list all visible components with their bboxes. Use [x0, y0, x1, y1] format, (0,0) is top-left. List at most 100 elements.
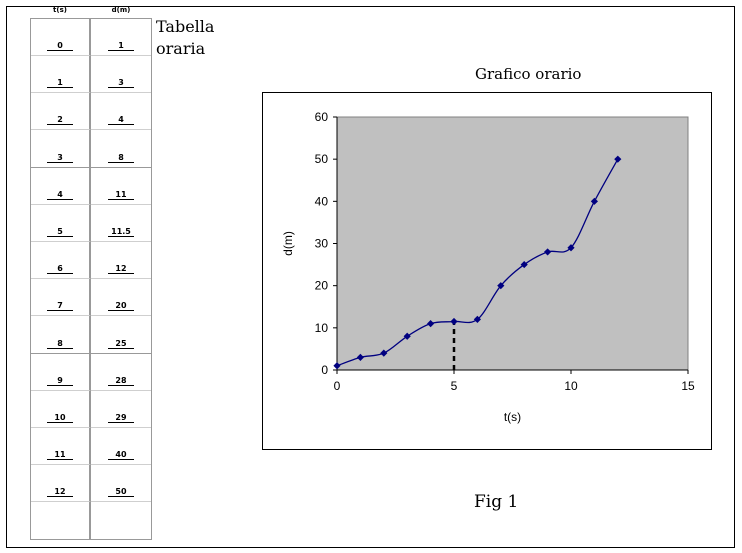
table-row: 8 25 — [31, 316, 151, 353]
y-tick-label: 50 — [315, 152, 329, 166]
data-point — [614, 155, 622, 163]
time-value: 4 — [31, 190, 89, 200]
time-value: 3 — [31, 153, 89, 163]
table-header-distance: d(m) — [111, 6, 131, 14]
table-row: 4 11 — [31, 168, 151, 205]
distance-value: 8 — [91, 153, 151, 163]
plot-area — [336, 116, 689, 371]
time-value: 10 — [31, 413, 89, 423]
y-tick-label: 40 — [315, 194, 329, 208]
distance-value: 29 — [91, 413, 151, 423]
distance-value: 1 — [91, 41, 151, 51]
table-row: 10 29 — [31, 391, 151, 428]
time-value: 0 — [31, 41, 89, 51]
table-row: 9 28 — [31, 354, 151, 391]
table-header-time: t(s) — [53, 6, 67, 14]
time-value: 8 — [31, 339, 89, 349]
time-cell: 3 — [31, 130, 91, 167]
distance-cell: 1 — [91, 19, 151, 56]
chart-title: Grafico orario — [475, 65, 582, 83]
data-point — [403, 332, 411, 340]
table-title: Tabella oraria — [156, 17, 215, 58]
data-point — [590, 197, 598, 205]
distance-value: 3 — [91, 78, 151, 88]
distance-value: 4 — [91, 115, 151, 125]
time-cell: 4 — [31, 168, 91, 205]
time-cell: 2 — [31, 93, 91, 130]
data-point — [380, 349, 388, 357]
y-tick-label: 0 — [321, 363, 328, 377]
table-row: 11 40 — [31, 428, 151, 465]
x-tick-label: 5 — [451, 379, 458, 393]
time-value: 9 — [31, 376, 89, 386]
time-table: 0 1 1 3 2 4 3 8 4 11 5 11.5 6 12 7 20 8 25 9 28 10 29 11 40 12 50 — [30, 18, 152, 540]
time-cell: 10 — [31, 391, 91, 428]
distance-value: 28 — [91, 376, 151, 386]
distance-cell: 8 — [91, 130, 151, 167]
table-row — [31, 502, 151, 539]
distance-cell: 29 — [91, 391, 151, 428]
table-group: 4 11 5 11.5 6 12 7 20 8 25 — [30, 167, 152, 353]
distance-cell: 28 — [91, 354, 151, 391]
distance-value: 11 — [91, 190, 151, 200]
time-cell: 0 — [31, 19, 91, 56]
x-axis-label: t(s) — [504, 410, 521, 424]
y-tick-label: 30 — [315, 237, 329, 251]
time-value: 11 — [31, 450, 89, 460]
figure-caption: Fig 1 — [474, 492, 519, 512]
data-point — [544, 248, 552, 256]
table-row: 12 50 — [31, 465, 151, 502]
data-point — [567, 244, 575, 252]
y-tick-label: 60 — [315, 110, 329, 124]
x-tick-label: 0 — [334, 379, 341, 393]
distance-cell: 3 — [91, 56, 151, 93]
time-value: 6 — [31, 264, 89, 274]
time-cell: 11 — [31, 428, 91, 465]
time-cell: 6 — [31, 242, 91, 279]
distance-value: 40 — [91, 450, 151, 460]
chart-area: 0 10 20 30 40 50 60 0 5 10 15 t(s) d(m) — [262, 92, 712, 450]
distance-cell: 25 — [91, 316, 151, 353]
distance-cell: 11 — [91, 168, 151, 205]
time-cell: 7 — [31, 279, 91, 316]
line-chart: 0 10 20 30 40 50 60 0 5 10 15 t(s) d(m) — [281, 110, 695, 424]
data-point — [333, 362, 341, 370]
time-value: 2 — [31, 115, 89, 125]
distance-value: 20 — [91, 301, 151, 311]
table-group: 9 28 10 29 11 40 12 50 — [30, 353, 152, 540]
table-row: 5 11.5 — [31, 205, 151, 242]
distance-value: 12 — [91, 264, 151, 274]
distance-cell: 11.5 — [91, 205, 151, 242]
table-row: 7 20 — [31, 279, 151, 316]
distance-cell: 50 — [91, 465, 151, 502]
time-cell: 12 — [31, 465, 91, 502]
x-tick-label: 10 — [564, 379, 578, 393]
data-point — [450, 317, 458, 326]
distance-cell — [91, 502, 151, 539]
time-cell: 8 — [31, 316, 91, 353]
x-tick-label: 15 — [681, 379, 695, 393]
time-value: 12 — [31, 487, 89, 497]
y-tick-label: 20 — [315, 279, 329, 293]
time-cell: 9 — [31, 354, 91, 391]
time-value: 5 — [31, 227, 89, 237]
distance-cell: 40 — [91, 428, 151, 465]
distance-value: 11.5 — [91, 227, 151, 237]
distance-cell: 20 — [91, 279, 151, 316]
time-cell: 5 — [31, 205, 91, 242]
distance-cell: 12 — [91, 242, 151, 279]
y-tick-label: 10 — [315, 321, 329, 335]
y-axis-label: d(m) — [281, 231, 295, 256]
time-value: 7 — [31, 301, 89, 311]
time-value: 1 — [31, 78, 89, 88]
distance-value: 50 — [91, 487, 151, 497]
time-cell — [31, 502, 91, 539]
distance-value: 25 — [91, 339, 151, 349]
time-cell: 1 — [31, 56, 91, 93]
table-row: 6 12 — [31, 242, 151, 279]
